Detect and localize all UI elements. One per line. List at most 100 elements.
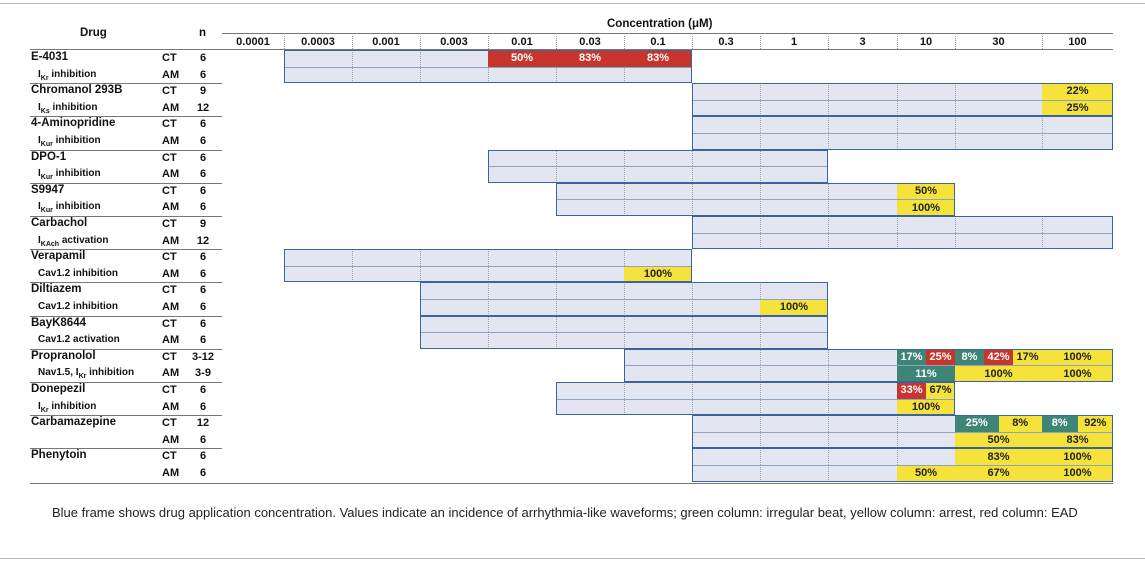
cell-divider	[352, 50, 353, 67]
concentration-tick-label: 100	[1068, 36, 1087, 48]
drug-separator	[30, 448, 222, 450]
cell-divider	[556, 66, 557, 84]
cell-divider	[624, 166, 625, 183]
protocol-label: AM	[162, 400, 180, 413]
incidence-cell: 100%	[1042, 448, 1113, 465]
cell-divider	[828, 116, 829, 133]
cell-divider	[760, 315, 761, 333]
cell-divider	[692, 315, 693, 333]
concentration-tick-label: 0.0001	[236, 36, 270, 48]
cell-divider	[692, 348, 693, 366]
drug-name: 4-Aminopridine	[31, 117, 116, 130]
application-frame	[556, 382, 955, 416]
cell-divider	[897, 99, 898, 117]
cell-divider	[828, 99, 829, 117]
incidence-cell: 50%	[897, 465, 955, 482]
cell-divider	[828, 348, 829, 366]
tested-range-fill	[692, 83, 1113, 100]
cell-divider	[897, 232, 898, 250]
cell-divider	[692, 382, 693, 399]
sample-size: 6	[199, 450, 207, 463]
drug-separator	[30, 216, 222, 217]
row-divider	[624, 365, 1113, 367]
drug-target-main: Cav1.2 inhibition	[38, 301, 119, 312]
sample-size: 6	[199, 168, 207, 181]
drug-separator	[30, 116, 222, 118]
drug-target: IKr inhibition	[38, 68, 96, 82]
bottom-rule	[0, 558, 1145, 559]
drug-target-main: I	[38, 234, 41, 246]
drug-target-subscript: KAch	[40, 240, 60, 248]
incidence-cell: 100%	[1042, 365, 1113, 382]
cell-divider	[556, 299, 557, 316]
drug-target-rest: inhibition	[86, 367, 135, 379]
concentration-tick-label: 0.03	[579, 36, 601, 48]
drug-separator	[30, 315, 222, 317]
incidence-cell: 100%	[955, 365, 1042, 382]
sample-size: 12	[196, 234, 210, 247]
concentration-tick-label: 10	[919, 36, 933, 48]
cell-divider	[692, 332, 693, 349]
tested-range-fill	[556, 382, 897, 399]
drug-name: Diltiazem	[31, 283, 82, 296]
cell-divider	[692, 166, 693, 183]
protocol-label: CT	[162, 450, 177, 463]
row-divider	[556, 398, 955, 400]
row-divider	[556, 199, 955, 201]
protocol-label: AM	[162, 267, 180, 280]
header-rule	[30, 49, 1113, 50]
application-frame	[692, 116, 1113, 150]
tested-range-fill	[692, 232, 1113, 250]
cell-divider	[420, 66, 421, 84]
drug-target-rest: inhibition	[52, 168, 101, 180]
tested-range-fill	[692, 99, 1113, 117]
application-frame	[420, 315, 828, 349]
cell-divider	[1042, 232, 1043, 250]
tested-range-fill	[556, 199, 897, 216]
protocol-label: CT	[162, 218, 177, 230]
cell-divider	[760, 83, 761, 100]
top-rule	[0, 3, 1145, 4]
protocol-label: CT	[162, 151, 177, 164]
drug-target-subscript: Kr	[78, 373, 87, 381]
row-divider	[692, 133, 1113, 134]
cell-divider	[556, 332, 557, 349]
header-column-divider	[1042, 36, 1043, 49]
cell-divider	[955, 116, 956, 133]
drug-name: Donepezil	[31, 383, 86, 395]
cell-divider	[760, 282, 761, 299]
cell-divider	[828, 415, 829, 432]
sample-size: 12	[196, 101, 210, 114]
drug-target: IKr inhibition	[38, 400, 97, 414]
cell-divider	[760, 149, 761, 167]
cell-divider	[420, 50, 421, 67]
cell-divider	[897, 133, 898, 150]
incidence-cell: 25%	[955, 415, 999, 432]
incidence-cell: 67%	[955, 465, 1042, 482]
drug-target-subscript: Kr	[40, 74, 49, 82]
header-column-divider	[692, 36, 693, 49]
drug-target-main: I	[38, 68, 41, 80]
protocol-label: CT	[162, 118, 177, 131]
protocol-label: AM	[162, 101, 180, 114]
tested-range-fill	[284, 50, 488, 67]
drug-target-main: I	[38, 201, 41, 213]
cell-divider	[760, 166, 761, 183]
concentration-tick-label: 0.003	[440, 36, 468, 48]
sample-size: 6	[199, 151, 207, 164]
application-frame	[692, 83, 1113, 117]
sample-size: 9	[199, 218, 207, 230]
drug-target-rest: inhibition	[48, 400, 97, 412]
tested-range-fill	[692, 465, 897, 482]
tested-range-fill	[420, 299, 760, 316]
drug-name: E-4031	[31, 51, 69, 63]
sample-size: 6	[199, 400, 207, 413]
sample-size: 6	[199, 267, 207, 280]
table-caption: Blue frame shows drug application concen…	[52, 505, 1078, 520]
drug-target-subscript: Kur	[40, 141, 53, 148]
sample-size: 6	[199, 184, 207, 197]
cell-divider	[760, 116, 761, 133]
drug-target-rest: activation	[59, 234, 109, 246]
protocol-label: AM	[162, 433, 180, 446]
header-column-divider	[760, 36, 761, 49]
